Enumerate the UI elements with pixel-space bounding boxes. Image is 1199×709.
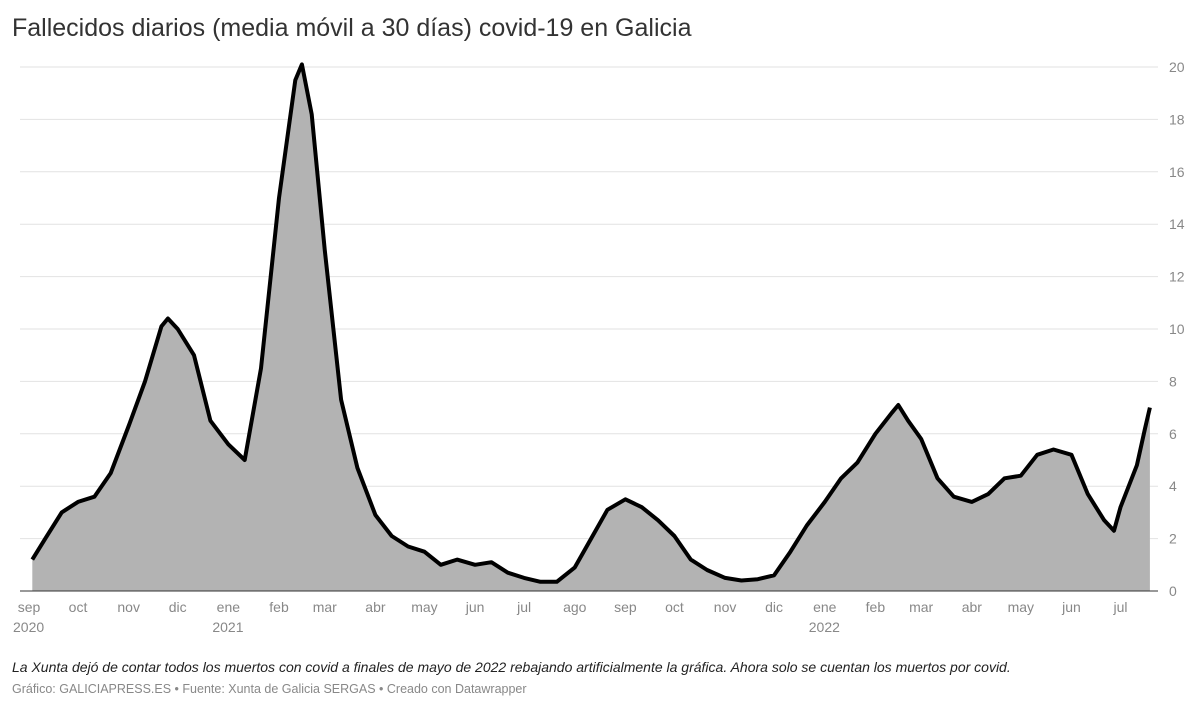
x-tick-label: feb [866, 599, 886, 615]
y-tick-label: 20 [1169, 59, 1185, 75]
x-tick-label: sep [614, 599, 637, 615]
x-tick-label: abr [365, 599, 386, 615]
area-chart: 0 2 4 6 8 10 12 14 16 18 20 sep 2020 oct nov dic ene 202… [13, 59, 1185, 635]
x-tick-label: nov [117, 599, 140, 615]
x-tick-label: abr [962, 599, 983, 615]
x-tick-label: oct [69, 599, 88, 615]
y-axis: 0 2 4 6 8 10 12 14 16 18 20 [1169, 59, 1185, 599]
chart-title: Fallecidos diarios (media móvil a 30 día… [12, 14, 692, 42]
x-tick-label: dic [169, 599, 187, 615]
y-tick-label: 12 [1169, 269, 1185, 285]
x-tick-label: dic [765, 599, 783, 615]
x-tick-label: ago [563, 599, 587, 615]
y-tick-label: 6 [1169, 426, 1177, 442]
x-tick-year-label: 2022 [809, 619, 840, 635]
y-tick-label: 16 [1169, 164, 1185, 180]
x-tick-label: jul [1113, 599, 1128, 615]
y-tick-label: 4 [1169, 478, 1177, 494]
x-axis: sep 2020 oct nov dic ene 2021 feb mar abr may jun ju… [13, 599, 1128, 635]
y-tick-label: 2 [1169, 531, 1177, 547]
x-tick-year-label: 2021 [212, 619, 243, 635]
x-tick-label: ene [813, 599, 837, 615]
x-tick-label: sep [18, 599, 41, 615]
x-tick-year-label: 2020 [13, 619, 44, 635]
y-tick-label: 10 [1169, 321, 1185, 337]
x-tick-label: may [1008, 599, 1034, 615]
y-tick-label: 18 [1169, 111, 1185, 127]
x-tick-label: jul [516, 599, 531, 615]
series-line [30, 62, 1152, 584]
x-tick-label: oct [665, 599, 684, 615]
x-tick-label: mar [909, 599, 933, 615]
y-tick-label: 8 [1169, 373, 1177, 389]
y-tick-label: 0 [1169, 583, 1177, 599]
x-tick-label: nov [714, 599, 737, 615]
y-tick-label: 14 [1169, 216, 1185, 232]
area-fill [32, 64, 1150, 591]
chart-source: Gráfico: GALICIAPRESS.ES • Fuente: Xunta… [12, 682, 527, 696]
x-tick-label: jun [1061, 599, 1081, 615]
x-tick-label: ene [217, 599, 241, 615]
x-tick-label: mar [313, 599, 337, 615]
chart-note: La Xunta dejó de contar todos los muerto… [12, 659, 1011, 675]
x-tick-label: feb [269, 599, 289, 615]
x-tick-label: may [411, 599, 437, 615]
x-tick-label: jun [465, 599, 485, 615]
